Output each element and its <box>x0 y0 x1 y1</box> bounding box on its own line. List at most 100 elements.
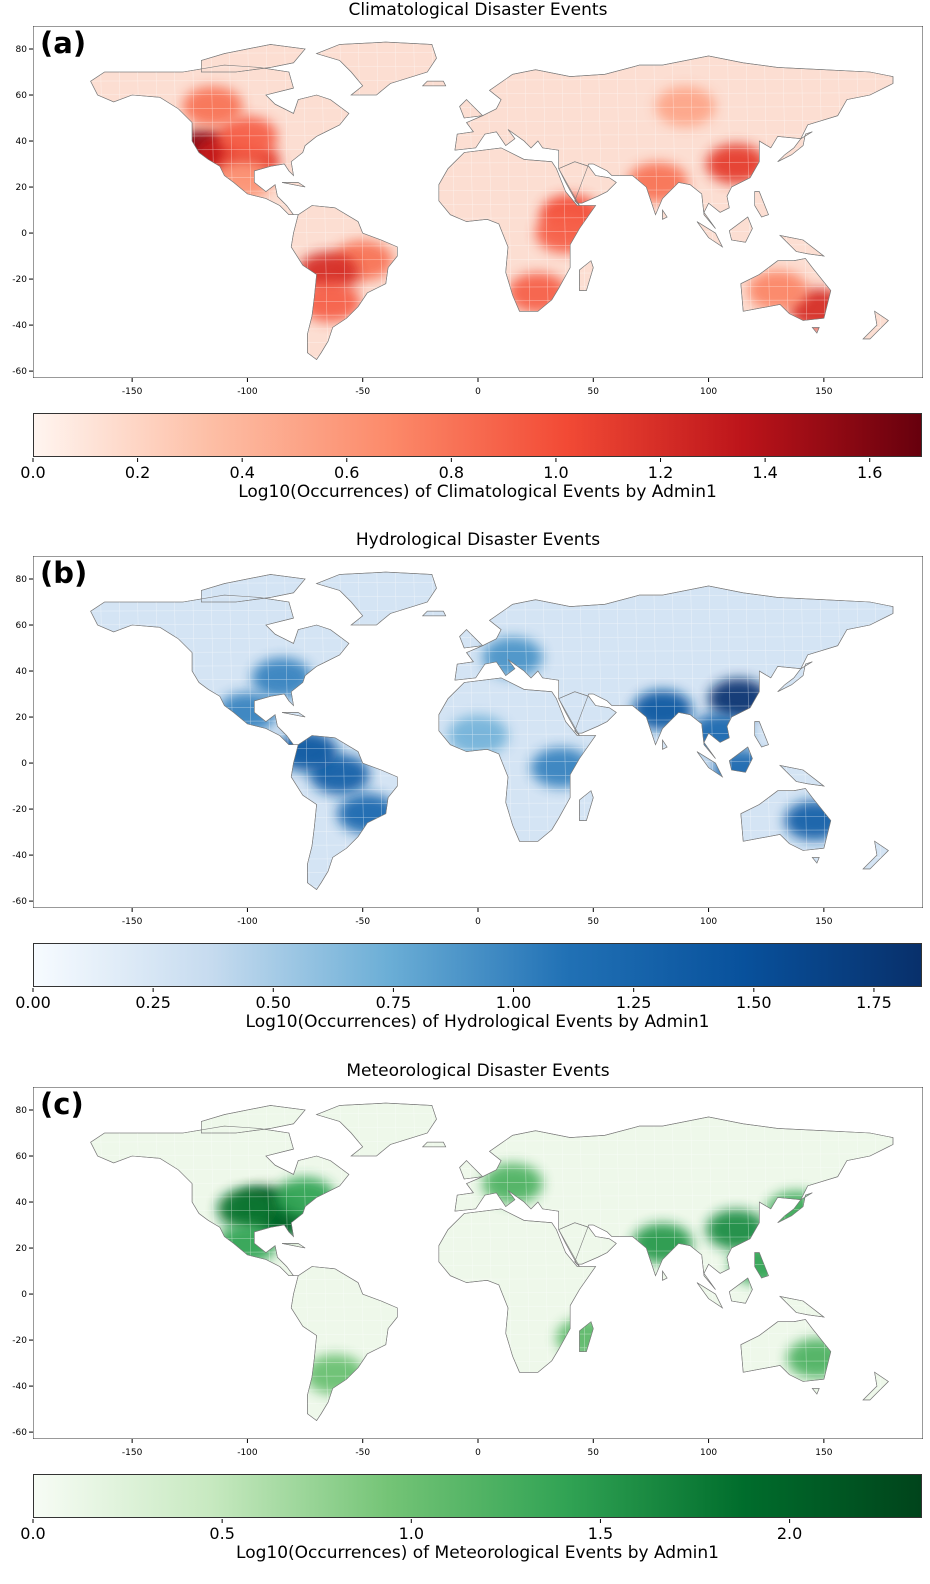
coast-scandinavia-uk <box>459 1160 484 1180</box>
panel-title: Hydrological Disaster Events <box>355 530 601 550</box>
x-tick-label: 150 <box>815 1448 832 1458</box>
colorbar-tick-label: 1.50 <box>736 993 772 1012</box>
coastlines <box>90 1102 894 1422</box>
coast-cuba <box>281 1243 306 1249</box>
colorbar-tick-label: 0.8 <box>439 463 464 482</box>
region-us-plains <box>217 1188 278 1229</box>
y-tick-label: 80 <box>16 45 28 55</box>
y-tick-label: 60 <box>16 91 28 101</box>
coast-japan <box>777 661 813 692</box>
x-tick-label: 0 <box>475 387 481 397</box>
x-tick-label: -150 <box>122 917 143 927</box>
x-tick-label: 100 <box>700 917 717 927</box>
colorbar-tick-label: 0.5 <box>209 1524 234 1543</box>
coast-greenland <box>315 1102 437 1157</box>
x-tick-label: -100 <box>237 387 258 397</box>
panel-label: (c) <box>40 1087 84 1121</box>
panel-meteorological: Meteorological Disaster Events -150 -100-… <box>0 1061 930 1584</box>
coast-sri-lanka <box>662 1270 668 1281</box>
world-map <box>33 556 923 908</box>
coast-japan <box>777 131 813 162</box>
coast-madagascar <box>579 790 594 821</box>
coast-borneo-sumatra <box>696 221 724 248</box>
coastlines <box>90 571 894 891</box>
colorbar <box>33 413 922 457</box>
coast-borneo <box>728 746 753 773</box>
panel-hydrological: Hydrological Disaster Events -150 -100 -50… <box>0 530 930 1053</box>
coast-scandinavia-uk <box>459 99 484 119</box>
region-great-plains <box>217 116 278 157</box>
coast-australia <box>740 788 832 851</box>
coast-africa <box>438 677 597 842</box>
coast-canadian-arctic <box>201 44 306 73</box>
y-tick-label: 0 <box>21 759 27 769</box>
coast-north-america <box>90 594 350 745</box>
colorbar-tick-label: 2.0 <box>777 1524 802 1543</box>
coast-cuba <box>281 712 306 718</box>
y-tick-label: -60 <box>12 1428 27 1438</box>
y-tick-label: -20 <box>12 275 27 285</box>
y-tick-label: 60 <box>16 621 28 631</box>
coast-south-america <box>290 205 398 361</box>
coast-tasmania <box>811 857 820 864</box>
coast-arabia <box>558 1222 617 1265</box>
coast-new-zealand <box>862 840 889 870</box>
coast-borneo <box>728 216 753 243</box>
world-map <box>33 1087 923 1439</box>
coast-greenland <box>315 571 437 626</box>
coast-iceland <box>421 80 447 87</box>
y-tick-label: 40 <box>16 667 28 677</box>
coast-tasmania <box>811 327 820 334</box>
coast-new-zealand <box>862 1371 889 1401</box>
x-tick-label: -150 <box>122 387 143 397</box>
y-tick-label: 40 <box>16 1198 28 1208</box>
coast-canadian-arctic <box>201 574 306 603</box>
panel-label: (a) <box>40 26 87 60</box>
y-tick-label: 80 <box>16 575 28 585</box>
y-tick-label: 80 <box>16 1106 28 1116</box>
coast-eurasia <box>454 55 894 229</box>
colorbar-tick-label: 1.0 <box>399 1524 424 1543</box>
coast-madagascar <box>579 260 594 291</box>
coast-north-america <box>90 1125 350 1276</box>
region-australia <box>747 270 808 311</box>
coast-cuba <box>281 182 306 188</box>
colorbar <box>33 943 922 987</box>
y-tick-label: -40 <box>12 1382 27 1392</box>
colorbar-label: Log10(Occurrences) of Hydrological Event… <box>245 1012 710 1032</box>
coast-arabia <box>558 691 617 734</box>
y-tick-label: 0 <box>21 1290 27 1300</box>
panel-title: Climatological Disaster Events <box>348 0 608 20</box>
coast-tasmania <box>811 1388 820 1395</box>
x-tick-label: 150 <box>815 917 832 927</box>
region-west-africa <box>448 715 508 756</box>
coast-new-zealand <box>862 310 889 340</box>
colorbar-tick-label: 0.2 <box>125 463 150 482</box>
colorbar-tick-label: 0.75 <box>376 993 412 1012</box>
colorbar-tick-label: 1.0 <box>543 463 568 482</box>
coast-iceland <box>421 610 447 617</box>
coast-madagascar <box>579 1321 594 1352</box>
colorbar-label: Log10(Occurrences) of Climatological Eve… <box>238 482 717 502</box>
region-europe <box>482 1163 543 1204</box>
region-russia <box>655 86 716 127</box>
coast-sri-lanka <box>662 209 668 220</box>
coast-iceland <box>421 1141 447 1148</box>
x-tick-label: 50 <box>588 387 600 397</box>
y-tick-label: 0 <box>21 229 27 239</box>
coast-greenland <box>315 41 437 96</box>
x-tick-label: -100 <box>237 917 258 927</box>
panel-title: Meteorological Disaster Events <box>346 1061 610 1081</box>
y-tick-label: 20 <box>16 183 28 193</box>
colorbar-tick-label: 1.6 <box>857 463 882 482</box>
x-tick-label: -150 <box>122 1448 143 1458</box>
colorbar-tick-label: 0.25 <box>135 993 171 1012</box>
colorbar-label: Log10(Occurrences) of Meteorological Eve… <box>236 1543 719 1563</box>
panel-label: (b) <box>40 556 88 590</box>
coast-south-america <box>290 1266 398 1422</box>
colorbar-tick-label: 1.75 <box>856 993 892 1012</box>
coast-eurasia <box>454 1116 894 1290</box>
x-tick-label: 0 <box>475 1448 481 1458</box>
coast-new-guinea <box>779 234 825 257</box>
x-tick-label: 50 <box>588 917 600 927</box>
